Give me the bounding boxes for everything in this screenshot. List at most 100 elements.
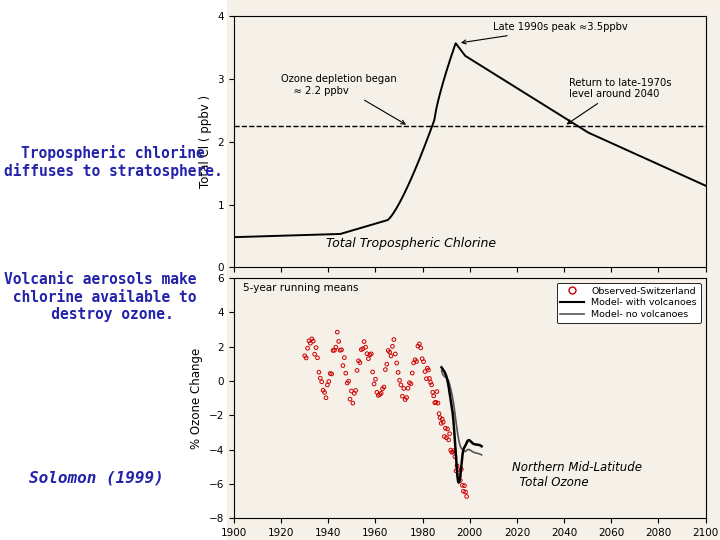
Point [415,343,426,352]
Point [390,350,401,359]
Point [404,379,415,387]
Point [309,350,320,359]
Point [460,488,472,496]
Point [398,384,410,393]
Point [456,465,467,474]
Point [333,337,344,346]
Point [441,434,452,442]
Point [444,429,455,438]
Point [392,368,404,377]
Y-axis label: Total Cl ( ppbv ): Total Cl ( ppbv ) [199,95,212,188]
Point [310,343,322,352]
Point [361,349,373,358]
Text: Ozone depletion began
    ≈ 2.2 ppbv: Ozone depletion began ≈ 2.2 ppbv [282,75,405,124]
Point [391,359,402,367]
Point [405,380,417,388]
Point [307,337,319,346]
Point [428,392,439,400]
Point [432,399,444,408]
Point [447,448,459,456]
Point [384,348,395,356]
Point [430,398,441,407]
Point [330,343,341,352]
Point [385,352,397,360]
Point [381,360,392,368]
Point [438,418,449,427]
Point [416,354,428,363]
Point [329,346,341,355]
Point [353,356,364,365]
Point [419,367,431,376]
Point [446,448,457,457]
Point [436,415,448,423]
Point [320,394,332,402]
Point [438,432,450,441]
Point [318,386,329,395]
Point [313,368,325,376]
Point [302,344,313,353]
Point [359,338,370,346]
Point [459,481,470,490]
Y-axis label: % Ozone Change: % Ozone Change [190,348,203,449]
Point [354,359,366,367]
Point [408,359,420,367]
Point [454,476,466,485]
Point [450,467,462,475]
Text: Late 1990s peak ≈3.5ppbv: Late 1990s peak ≈3.5ppbv [462,23,628,44]
Point [458,487,469,496]
Point [371,388,382,396]
Point [423,374,435,383]
Point [436,419,447,428]
Point [449,453,461,461]
Point [372,391,384,400]
Point [374,390,385,399]
Point [413,340,425,348]
Point [394,376,405,384]
Text: Return to late-1970s
level around 2040: Return to late-1970s level around 2040 [567,78,671,124]
Point [334,346,346,355]
Point [363,354,374,363]
Point [410,357,422,366]
Point [331,328,343,336]
Text: Volcanic aerosols make
 chlorine available to
   destroy ozone.: Volcanic aerosols make chlorine availabl… [4,272,196,322]
Point [423,366,434,374]
Point [452,465,464,474]
Point [454,471,465,480]
Point [448,447,459,455]
Point [431,387,443,396]
Point [429,399,441,407]
Point [425,378,436,387]
Point [347,399,359,408]
Point [451,461,463,470]
Point [418,357,429,366]
Point [401,393,413,402]
Point [379,365,391,374]
Point [325,369,336,378]
Point [343,377,354,386]
Text: 5-year running means: 5-year running means [243,284,359,293]
Point [443,436,454,444]
Point [322,381,333,389]
Point [434,414,446,422]
Point [445,446,456,454]
Point [337,361,348,370]
Point [340,369,351,377]
Point [336,346,347,354]
Point [410,355,421,364]
Point [323,377,335,386]
Point [341,379,353,387]
Point [456,481,468,490]
Point [338,353,350,362]
Point [316,377,328,386]
Point [433,409,445,418]
Point [420,374,432,383]
Text: Northern Mid-Latitude
  Total Ozone: Northern Mid-Latitude Total Ozone [512,462,642,489]
Point [364,350,376,359]
Point [303,336,315,345]
Point [427,388,438,396]
Point [319,388,330,397]
Text: Tropospheric chlorine
diffuses to stratosphere.: Tropospheric chlorine diffuses to strato… [4,145,222,179]
Point [348,389,360,397]
Point [377,384,388,393]
Point [367,368,379,376]
